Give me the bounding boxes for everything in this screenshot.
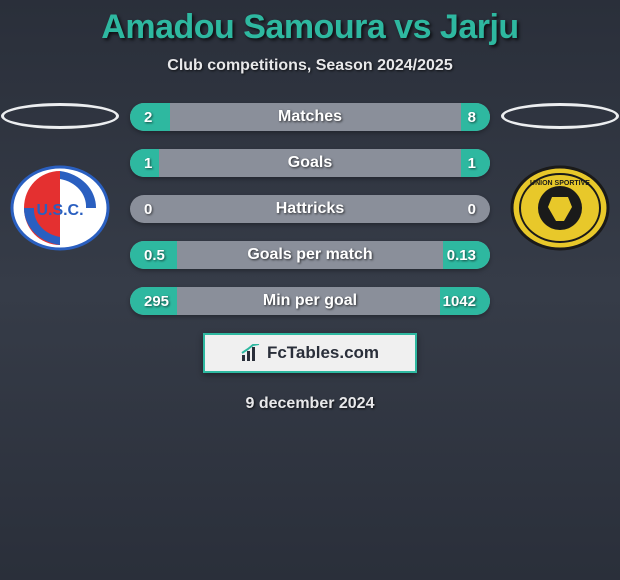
stat-value-right: 0.13 xyxy=(447,247,476,264)
chart-icon xyxy=(241,344,261,362)
brand-box[interactable]: FcTables.com xyxy=(203,333,417,373)
stat-value-left: 0 xyxy=(144,201,152,218)
stat-row: 295Min per goal1042 xyxy=(130,287,490,315)
stat-value-right: 8 xyxy=(468,109,476,126)
stat-value-right: 0 xyxy=(468,201,476,218)
right-player-photo-placeholder xyxy=(501,103,619,129)
brand-text: FcTables.com xyxy=(267,343,379,363)
stat-row: 0.5Goals per match0.13 xyxy=(130,241,490,269)
stat-label: Hattricks xyxy=(130,200,490,218)
left-club-logo: U.S.C. xyxy=(10,165,110,251)
stat-label: Min per goal xyxy=(130,292,490,310)
stat-label: Goals xyxy=(130,154,490,172)
infographic-container: Amadou Samoura vs Jarju Club competition… xyxy=(0,0,620,413)
right-side: UNION SPORTIVE xyxy=(500,103,620,251)
stat-row: 0Hattricks0 xyxy=(130,195,490,223)
svg-text:UNION SPORTIVE: UNION SPORTIVE xyxy=(530,180,590,187)
stat-value-left: 295 xyxy=(144,293,169,310)
footer-date: 9 december 2024 xyxy=(246,395,375,413)
stat-value-left: 0.5 xyxy=(144,247,165,264)
stat-value-right: 1042 xyxy=(443,293,476,310)
stat-label: Matches xyxy=(130,108,490,126)
stat-row: 1Goals1 xyxy=(130,149,490,177)
stat-row: 2Matches8 xyxy=(130,103,490,131)
page-subtitle: Club competitions, Season 2024/2025 xyxy=(167,57,452,75)
left-player-photo-placeholder xyxy=(1,103,119,129)
main-row: U.S.C. 2Matches81Goals10Hattricks00.5Goa… xyxy=(0,103,620,315)
stat-value-left: 1 xyxy=(144,155,152,172)
left-side: U.S.C. xyxy=(0,103,120,251)
stats-column: 2Matches8 1Goals1 0Hattricks0 0.5Goals per … xyxy=(120,103,500,315)
svg-text:U.S.C.: U.S.C. xyxy=(36,202,83,219)
right-club-logo: UNION SPORTIVE xyxy=(510,165,610,251)
stat-label: Goals per match xyxy=(130,246,490,264)
page-title: Amadou Samoura vs Jarju xyxy=(101,8,518,47)
stat-value-left: 2 xyxy=(144,109,152,126)
stat-value-right: 1 xyxy=(468,155,476,172)
